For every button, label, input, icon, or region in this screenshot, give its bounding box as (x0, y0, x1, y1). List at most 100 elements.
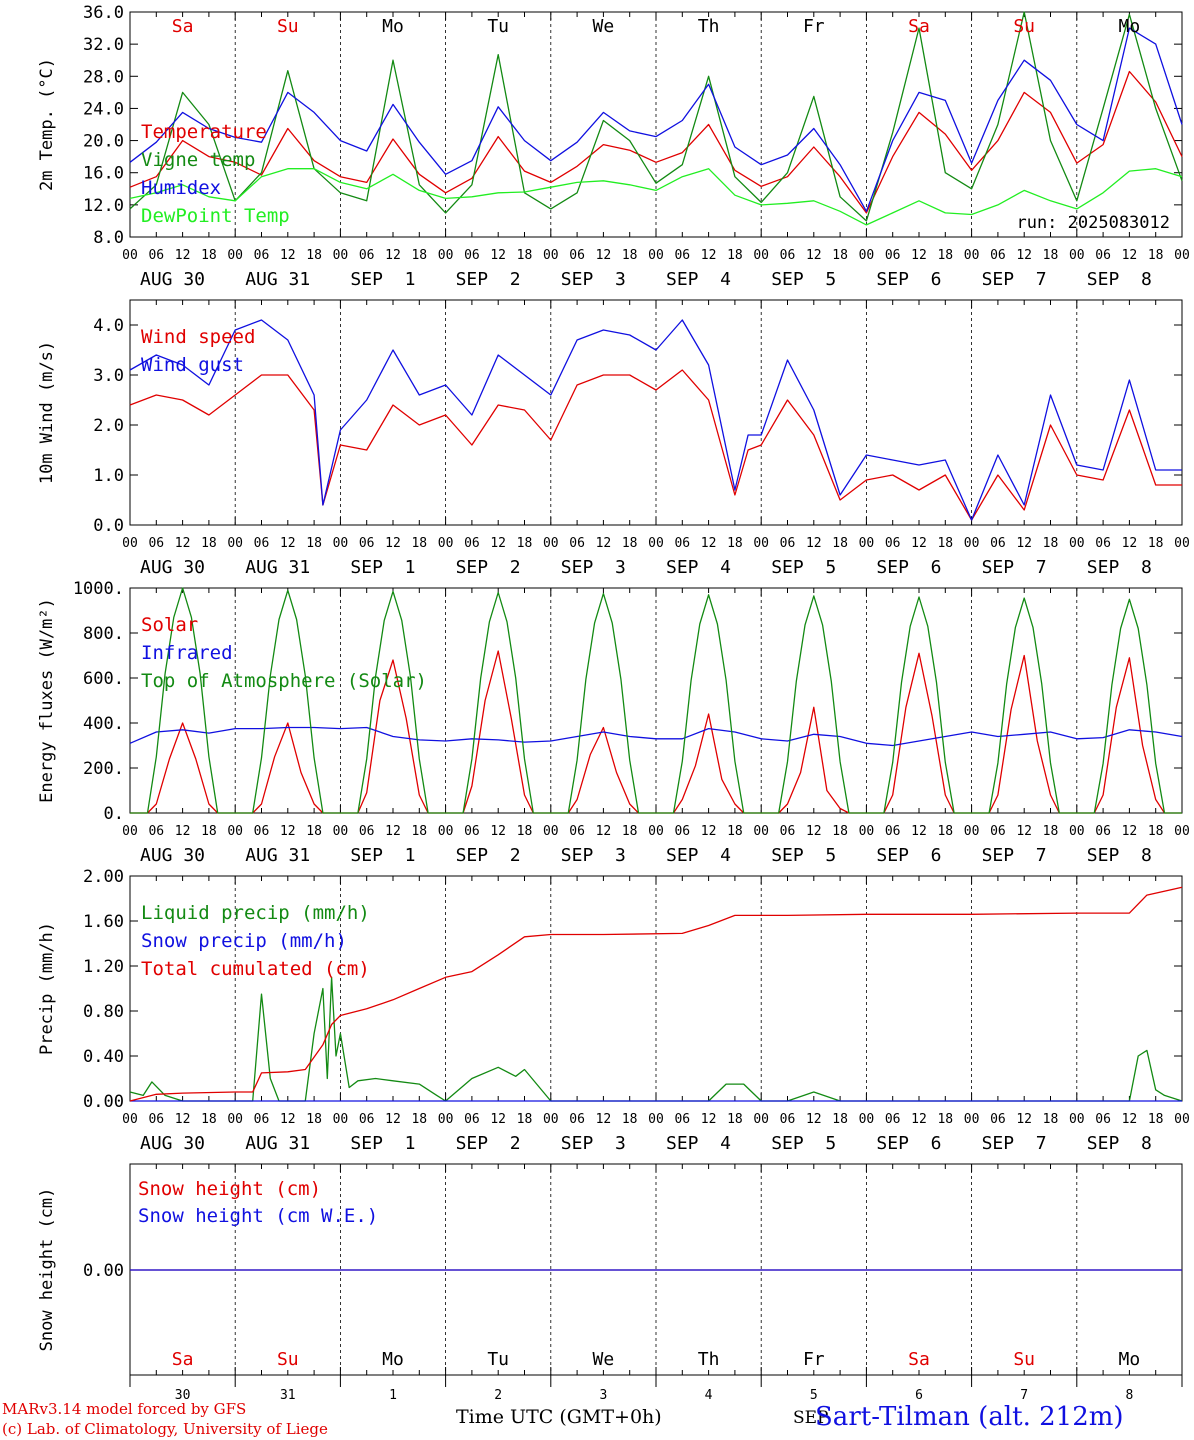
hour-label: 12 (490, 824, 506, 839)
hour-label: 18 (937, 1112, 953, 1127)
series-line-dewpoint-temp (129, 168, 1183, 226)
hour-label: 00 (753, 824, 769, 839)
date-label: SEP 4 (666, 1133, 731, 1154)
hour-label: 00 (438, 1112, 454, 1127)
y-tick-label: 16.0 (83, 164, 124, 184)
y-tick-label: 0.00 (83, 1261, 124, 1281)
date-label: SEP 1 (350, 845, 415, 866)
hour-label: 12 (701, 536, 717, 551)
y-tick-label: 0.80 (83, 1002, 124, 1022)
station-title: Sart-Tilman (alt. 212m) (815, 1402, 1124, 1432)
hour-label: 18 (832, 248, 848, 263)
series-line-humidex (129, 27, 1183, 212)
date-label: SEP 1 (350, 269, 415, 290)
day-number: 30 (175, 1388, 191, 1403)
hour-label: 12 (280, 248, 296, 263)
date-label: SEP 5 (771, 557, 836, 578)
date-label: SEP 2 (456, 557, 521, 578)
y-tick-label: 2.0 (93, 416, 124, 436)
hour-label: 12 (175, 824, 191, 839)
hour-label: 18 (937, 824, 953, 839)
y-axis-title: Snow height (cm) (37, 1188, 57, 1352)
hour-label: 12 (1122, 536, 1138, 551)
hour-label: 00 (964, 248, 980, 263)
panel-frame (129, 11, 1183, 238)
day-number: 4 (705, 1388, 713, 1403)
date-label: SEP 1 (350, 1133, 415, 1154)
legend-entry: Solar (141, 614, 198, 636)
date-label: SEP 7 (982, 557, 1047, 578)
hour-label: 06 (674, 824, 690, 839)
hour-label: 06 (148, 824, 164, 839)
hour-label: 12 (911, 824, 927, 839)
hour-label: 06 (148, 1112, 164, 1127)
legend-entry: Vigne temp (141, 149, 255, 171)
hour-label: 12 (596, 824, 612, 839)
hour-label: 06 (148, 536, 164, 551)
hour-label: 18 (306, 536, 322, 551)
y-tick-label: 20.0 (83, 132, 124, 152)
hour-label: 06 (674, 248, 690, 263)
series-line-infrared (129, 726, 1183, 747)
hour-label: 00 (648, 824, 664, 839)
hour-label: 18 (1148, 248, 1164, 263)
hour-label: 18 (727, 1112, 743, 1127)
hour-label: 18 (411, 248, 427, 263)
y-axis-title: Precip (mm/h) (37, 922, 57, 1055)
hour-label: 06 (569, 248, 585, 263)
hour-label: 00 (1174, 824, 1190, 839)
hour-label: 06 (990, 824, 1006, 839)
hour-label: 00 (438, 824, 454, 839)
legend-entry: Infrared (141, 642, 233, 664)
hour-label: 12 (701, 1112, 717, 1127)
hour-label: 00 (753, 536, 769, 551)
weekday-label: Su (1013, 1349, 1035, 1370)
weekday-label: Tu (487, 1349, 509, 1370)
date-label: SEP 1 (350, 557, 415, 578)
day-number: 5 (810, 1388, 818, 1403)
legend-entry: Temperature (141, 121, 267, 143)
y-tick-label: 800. (83, 624, 124, 644)
legend-entry: Snow height (cm) (138, 1178, 321, 1200)
hour-label: 18 (1148, 824, 1164, 839)
date-label: SEP 6 (876, 1133, 941, 1154)
hour-label: 18 (727, 536, 743, 551)
hour-label: 18 (622, 248, 638, 263)
date-label: SEP 2 (456, 1133, 521, 1154)
series-line-top-of-atmosphere-solar- (130, 587, 1182, 814)
hour-label: 18 (306, 824, 322, 839)
hour-label: 12 (490, 536, 506, 551)
hour-label: 06 (780, 824, 796, 839)
weekday-label: Th (698, 1349, 720, 1370)
weekday-label: Mo (382, 1349, 404, 1370)
panel-frame (129, 587, 1183, 814)
credit-lab: (c) Lab. of Climatology, University of L… (2, 1420, 328, 1438)
hour-label: 12 (385, 248, 401, 263)
hour-label: 06 (1095, 1112, 1111, 1127)
date-label: SEP 7 (982, 845, 1047, 866)
hour-label: 12 (911, 536, 927, 551)
hour-label: 18 (1043, 248, 1059, 263)
y-tick-label: 0. (104, 804, 124, 824)
day-number: 2 (494, 1388, 502, 1403)
hour-label: 06 (990, 536, 1006, 551)
hour-label: 12 (175, 248, 191, 263)
y-tick-label: 32.0 (83, 35, 124, 55)
hour-label: 12 (1016, 248, 1032, 263)
hour-label: 12 (175, 536, 191, 551)
date-label: SEP 2 (456, 269, 521, 290)
y-axis-title: 10m Wind (m/s) (37, 341, 57, 484)
hour-label: 00 (753, 1112, 769, 1127)
hour-label: 18 (727, 248, 743, 263)
date-label: AUG 31 (245, 1133, 310, 1154)
hour-label: 00 (964, 1112, 980, 1127)
hour-label: 18 (201, 536, 217, 551)
y-tick-label: 1.60 (83, 912, 124, 932)
weekday-label: Th (698, 16, 720, 37)
date-label: SEP 7 (982, 269, 1047, 290)
date-label: SEP 3 (561, 557, 626, 578)
hour-label: 12 (911, 1112, 927, 1127)
hour-label: 00 (227, 248, 243, 263)
weekday-label: Mo (382, 16, 404, 37)
